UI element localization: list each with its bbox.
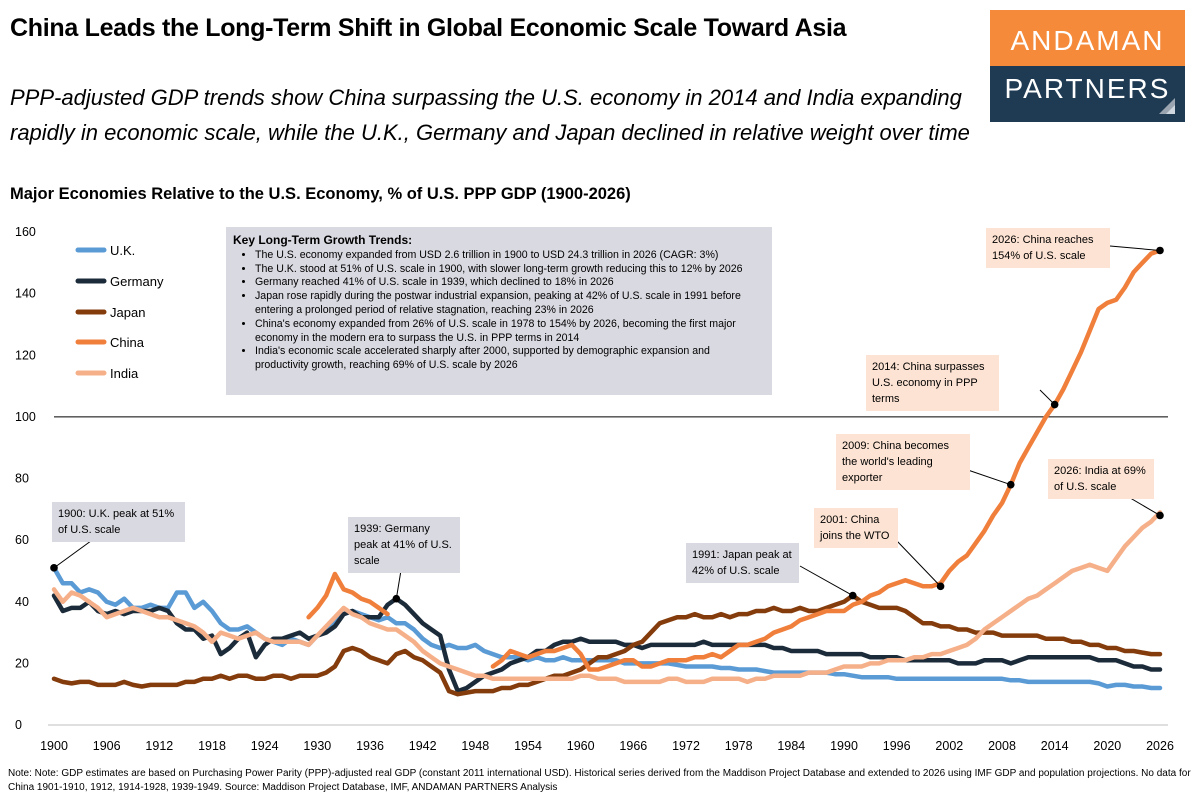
callout-marker xyxy=(392,594,401,603)
x-tick-label: 1978 xyxy=(725,739,753,753)
x-tick-label: 1912 xyxy=(145,739,173,753)
callout-china-wto: 2001: China joins the WTO xyxy=(814,508,898,548)
callout-leader-line xyxy=(896,540,941,587)
x-tick-label: 1996 xyxy=(883,739,911,753)
trend-item: China's economy expanded from 26% of U.S… xyxy=(255,318,764,346)
series-line-uk xyxy=(51,565,1163,691)
y-tick-label: 20 xyxy=(15,656,29,670)
x-tick-label: 1984 xyxy=(777,739,805,753)
callout-germany-peak: 1939: Germany peak at 41% of U.S. scale xyxy=(348,517,460,573)
trend-item: The U.S. economy expanded from USD 2.6 t… xyxy=(255,249,764,263)
callout-marker xyxy=(848,591,857,600)
callout-marker xyxy=(50,564,58,572)
y-tick-label: 100 xyxy=(15,410,36,424)
legend-label-india: India xyxy=(110,366,139,381)
x-tick-label: 1990 xyxy=(830,739,858,753)
x-tick-label: 1954 xyxy=(514,739,542,753)
x-tick-label: 1906 xyxy=(93,739,121,753)
callout-leader-line xyxy=(799,565,854,597)
x-tick-label: 1942 xyxy=(409,739,437,753)
series-line-china xyxy=(490,248,1163,672)
callout-marker xyxy=(936,582,945,591)
footnote: Note: Note: GDP estimates are based on P… xyxy=(8,768,1191,793)
x-tick-label: 2020 xyxy=(1093,739,1121,753)
callout-china-exporter: 2009: China becomes the world's leading … xyxy=(836,434,970,490)
y-tick-label: 160 xyxy=(15,225,36,239)
y-tick-label: 120 xyxy=(15,348,36,362)
trend-item: India's economic scale accelerated sharp… xyxy=(255,345,764,373)
series-line-china xyxy=(306,571,390,620)
callout-leader-line xyxy=(53,537,96,569)
callout-japan-peak: 1991: Japan peak at 42% of U.S. scale xyxy=(686,543,799,583)
x-tick-label: 1960 xyxy=(567,739,595,753)
logo-mark-icon xyxy=(1159,98,1175,114)
legend-label-uk: U.K. xyxy=(110,243,135,258)
page-title: China Leads the Long-Term Shift in Globa… xyxy=(10,14,847,42)
company-logo: ANDAMAN PARTNERS xyxy=(990,10,1185,122)
x-tick-label: 1936 xyxy=(356,739,384,753)
trend-item: Germany reached 41% of U.S. scale in 193… xyxy=(255,276,764,290)
callout-marker xyxy=(1050,400,1059,409)
x-tick-label: 1924 xyxy=(251,739,279,753)
x-tick-label: 1948 xyxy=(461,739,489,753)
x-tick-label: 2026 xyxy=(1146,739,1174,753)
x-tick-label: 1900 xyxy=(40,739,68,753)
chart-title: Major Economies Relative to the U.S. Eco… xyxy=(10,185,631,203)
callout-uk-peak: 1900: U.K. peak at 51% of U.S. scale xyxy=(52,502,185,542)
callout-marker xyxy=(1006,480,1015,489)
series-line-india xyxy=(51,510,1163,685)
legend-label-japan: Japan xyxy=(110,305,145,320)
x-tick-label: 1966 xyxy=(619,739,647,753)
logo-top-text: ANDAMAN xyxy=(990,10,1185,66)
trend-item: The U.K. stood at 51% of U.S. scale in 1… xyxy=(255,263,764,277)
x-tick-label: 1918 xyxy=(198,739,226,753)
x-tick-label: 2002 xyxy=(935,739,963,753)
y-tick-label: 60 xyxy=(15,533,29,547)
legend-label-germany: Germany xyxy=(110,274,164,289)
callout-india-2026: 2026: India at 69% of U.S. scale xyxy=(1048,459,1154,499)
key-trends-list: The U.S. economy expanded from USD 2.6 t… xyxy=(233,249,764,373)
x-tick-label: 2014 xyxy=(1041,739,1069,753)
trend-item: Japan rose rapidly during the postwar in… xyxy=(255,290,764,318)
y-tick-label: 140 xyxy=(15,287,36,301)
x-tick-label: 2008 xyxy=(988,739,1016,753)
y-tick-label: 80 xyxy=(15,472,29,486)
callout-china-2026: 2026: China reaches 154% of U.S. scale xyxy=(986,228,1110,268)
key-trends-box: Key Long-Term Growth Trends: The U.S. ec… xyxy=(226,227,772,395)
page-subtitle: PPP-adjusted GDP trends show China surpa… xyxy=(10,85,970,145)
callout-leader-line xyxy=(1109,245,1161,251)
y-tick-label: 0 xyxy=(15,718,22,732)
y-tick-label: 40 xyxy=(15,595,29,609)
callout-china-surpasses: 2014: China surpasses U.S. economy in PP… xyxy=(866,355,999,411)
legend-label-china: China xyxy=(110,335,145,350)
logo-bottom-text: PARTNERS xyxy=(990,66,1185,122)
key-trends-heading: Key Long-Term Growth Trends: xyxy=(233,233,413,247)
callout-marker xyxy=(1156,511,1164,520)
callout-leader-line xyxy=(961,467,1011,486)
series-line-japan xyxy=(51,593,1163,697)
x-tick-label: 1930 xyxy=(303,739,331,753)
x-tick-label: 1972 xyxy=(672,739,700,753)
callout-marker xyxy=(1156,246,1164,255)
